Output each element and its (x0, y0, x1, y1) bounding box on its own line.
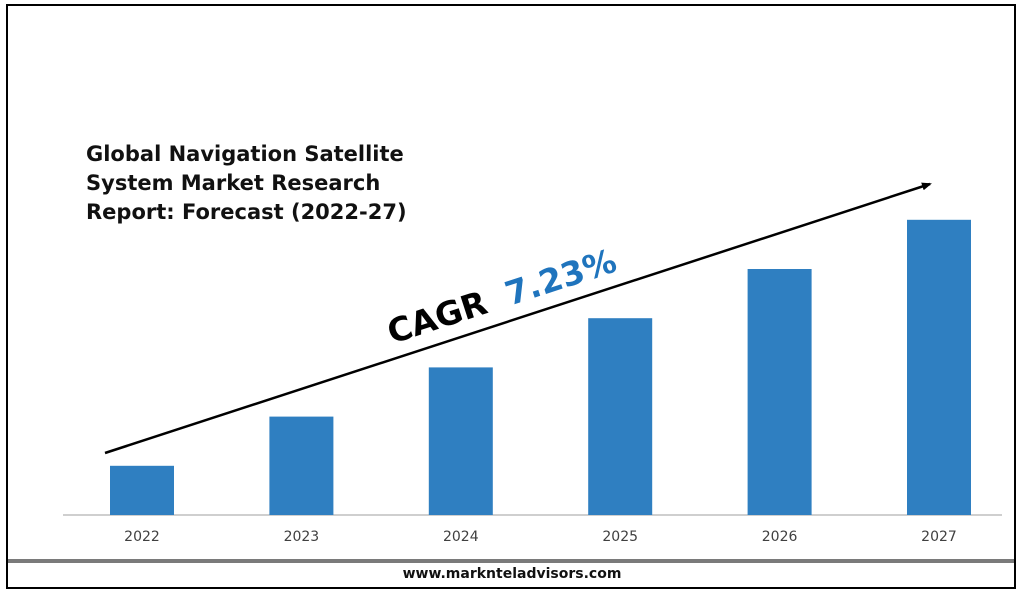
x-tick-label-2022: 2022 (124, 529, 160, 545)
chart-title-line-3: Report: Forecast (2022-27) (86, 200, 407, 224)
bar-2022 (110, 465, 174, 515)
chart-title: Global Navigation Satellite System Marke… (86, 140, 416, 227)
x-tick-labels: 2022 2023 2024 2025 2026 2027 (124, 529, 957, 545)
chart-title-line-1: Global Navigation Satellite (86, 142, 404, 166)
x-tick-label-2025: 2025 (602, 529, 638, 545)
bar-2027 (907, 219, 971, 516)
x-tick-label-2026: 2026 (762, 529, 798, 545)
cagr-trend-arrow (104, 182, 932, 455)
cagr-value: 7.23% (500, 241, 621, 313)
cagr-label: CAGR (382, 283, 491, 352)
bar-2023 (269, 416, 334, 515)
bar-2026 (747, 269, 812, 515)
footer-website: www.marknteladvisors.com (402, 566, 622, 582)
bar-2024 (428, 367, 493, 515)
chart-title-line-2: System Market Research (86, 171, 381, 195)
chart-frame (6, 4, 1016, 589)
x-tick-label-2024: 2024 (443, 529, 479, 545)
x-tick-label-2023: 2023 (284, 529, 320, 545)
bar-group (110, 219, 971, 516)
bar-2025 (588, 318, 653, 515)
x-tick-label-2027: 2027 (921, 529, 957, 545)
footer-divider (8, 559, 1014, 563)
